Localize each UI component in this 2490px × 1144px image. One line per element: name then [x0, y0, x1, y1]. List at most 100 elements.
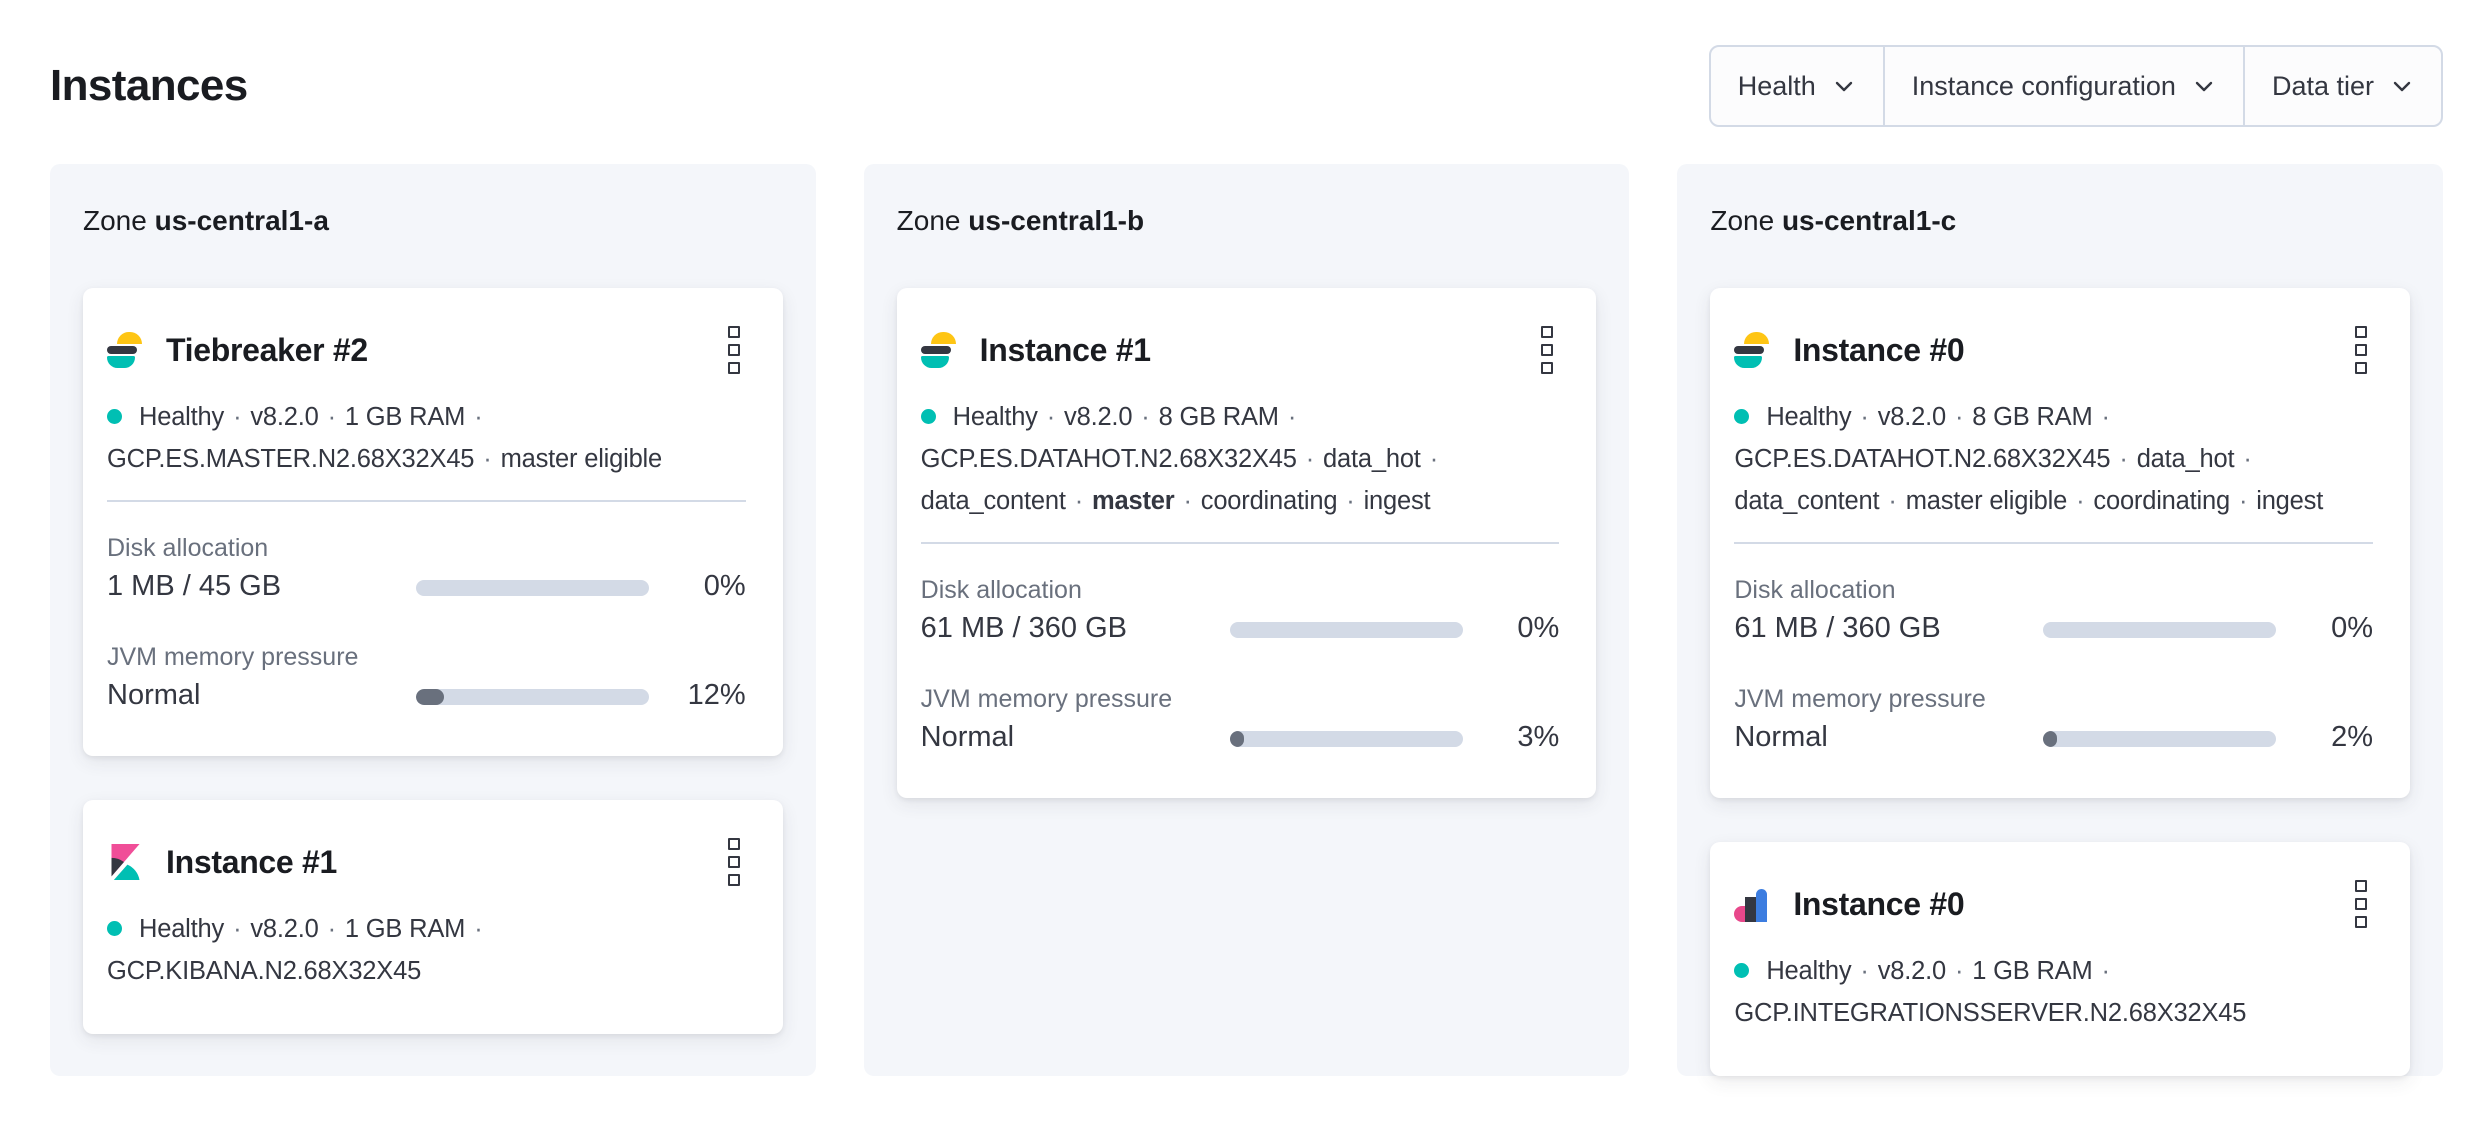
boxes-vertical-icon: [727, 856, 740, 868]
card-title-row: Tiebreaker #2: [107, 322, 746, 378]
metric-percent: 3%: [1517, 721, 1560, 753]
metric-percent: 0%: [1517, 612, 1560, 644]
status-segment: data_hot: [2136, 445, 2235, 473]
boxes-vertical-icon: [1541, 326, 1554, 338]
filter-group: Health Instance configuration Data tier: [1708, 45, 2443, 127]
metric-left: JVM memory pressure Normal: [921, 683, 1230, 756]
separator: ·: [1429, 445, 1438, 473]
status-line: data_content · master eligible · coordinatin…: [1734, 480, 2373, 522]
metric-value: 61 MB / 360 GB: [920, 612, 1127, 644]
filter-data-tier[interactable]: Data tier: [2242, 47, 2441, 125]
separator: ·: [233, 915, 242, 943]
filter-instance-configuration-label: Instance configuration: [1911, 70, 2176, 101]
metric-percent: 0%: [703, 570, 746, 602]
instance-card: Instance #1 Healthy · v8.2.0 · 8 GB RAM · GCP.E…: [896, 288, 1597, 798]
instance-menu-button[interactable]: [2349, 876, 2373, 932]
filter-instance-configuration[interactable]: Instance configuration: [1882, 47, 2243, 125]
status-segment: 1 GB RAM: [344, 915, 466, 943]
status-segment: master: [1092, 487, 1175, 515]
health-dot-icon: [1734, 963, 1750, 978]
progress-bar: [2043, 731, 2277, 747]
metric-value: Normal: [107, 679, 201, 711]
status-line: data_content · master · coordinating · ingest: [921, 480, 1560, 522]
zone-cards: Tiebreaker #2 Healthy · v8.2.0 · 1 GB RAM · GCP…: [83, 288, 783, 1034]
instance-card: Instance #0 Healthy · v8.2.0 · 1 GB RAM · GCP.I…: [1710, 842, 2411, 1076]
status-segment: Healthy: [952, 403, 1038, 431]
instance-title: Instance #0: [1793, 885, 1965, 922]
progress-bar: [1229, 622, 1463, 638]
separator: ·: [2119, 445, 2128, 473]
boxes-vertical-icon: [727, 838, 740, 850]
card-title-row: Instance #0: [1734, 876, 2373, 932]
instance-menu-button[interactable]: [722, 834, 746, 890]
boxes-vertical-icon: [1541, 344, 1554, 356]
status-segment: data_content: [920, 487, 1066, 515]
metric-label: JVM memory pressure: [1734, 685, 1986, 713]
boxes-vertical-icon: [2355, 344, 2368, 356]
status-segment: v8.2.0: [1877, 403, 1946, 431]
page-header: Instances Health Instance configuration …: [50, 42, 2443, 130]
status-segment: GCP.KIBANA.N2.68X32X45: [107, 957, 422, 985]
progress-bar-fill: [416, 689, 444, 705]
card-divider: [1734, 542, 2374, 544]
metric-percent: 0%: [2331, 612, 2374, 644]
card-divider: [920, 542, 1560, 544]
status-segment: 8 GB RAM: [1158, 403, 1279, 431]
zone-name: us-central1-a: [154, 205, 329, 236]
metric-row: JVM memory pressure Normal 12%: [107, 641, 746, 714]
instance-menu-button[interactable]: [1535, 322, 1559, 378]
metric-left: Disk allocation 61 MB / 360 GB: [1734, 574, 2043, 647]
card-divider: [107, 500, 746, 502]
metric-row: Disk allocation 1 MB / 45 GB 0%: [107, 532, 746, 605]
status-line: Healthy · v8.2.0 · 8 GB RAM ·: [1734, 396, 2373, 438]
filter-health[interactable]: Health: [1711, 47, 1883, 125]
zone-header: Zone us-central1-c: [1710, 205, 1957, 236]
status-line: GCP.KIBANA.N2.68X32X45: [107, 950, 746, 992]
separator: ·: [1954, 957, 1964, 985]
zone-header: Zone us-central1-a: [83, 205, 329, 236]
metric-label: JVM memory pressure: [920, 685, 1173, 713]
status-line: Healthy · v8.2.0 · 1 GB RAM ·: [1734, 950, 2373, 992]
boxes-vertical-icon: [727, 362, 740, 374]
elasticsearch-logo-icon: [920, 332, 959, 368]
progress-bar-fill: [2043, 731, 2058, 747]
zone-panel-us-central1-b: Zone us-central1-b Instance #1 Healthy · v8…: [863, 164, 1630, 1076]
status-segment: 1 GB RAM: [1972, 957, 2093, 985]
boxes-vertical-icon: [2355, 898, 2368, 910]
health-dot-icon: [107, 409, 122, 424]
boxes-vertical-icon: [2355, 916, 2368, 928]
status-segment: Healthy: [1766, 957, 1852, 985]
separator: ·: [1860, 957, 1869, 985]
boxes-vertical-icon: [727, 326, 740, 338]
status-line: GCP.ES.DATAHOT.N2.68X32X45 · data_hot ·: [921, 438, 1560, 480]
status-line: Healthy · v8.2.0 · 1 GB RAM ·: [107, 396, 746, 438]
status-segment: coordinating: [1200, 487, 1338, 515]
zone-cards: Instance #1 Healthy · v8.2.0 · 8 GB RAM · GCP.E…: [896, 288, 1597, 798]
separator: ·: [1888, 487, 1897, 515]
status-segment: GCP.ES.MASTER.N2.68X32X45: [107, 445, 475, 473]
metric-row: Disk allocation 61 MB / 360 GB 0%: [921, 574, 1560, 647]
separator: ·: [233, 403, 242, 431]
instance-menu-button[interactable]: [2349, 322, 2373, 378]
elasticsearch-logo-icon: [1734, 332, 1772, 368]
separator: ·: [2076, 487, 2085, 515]
separator: ·: [474, 915, 483, 943]
separator: ·: [2101, 957, 2110, 985]
card-title-row: Instance #1: [920, 322, 1560, 378]
instance-title: Instance #0: [1793, 331, 1965, 368]
status-line: Healthy · v8.2.0 · 1 GB RAM ·: [107, 908, 746, 950]
status-segment: 8 GB RAM: [1972, 403, 2093, 431]
metrics-section: Disk allocation 61 MB / 360 GB 0% JVM memor…: [1734, 574, 2373, 756]
separator: ·: [1183, 487, 1192, 515]
chevron-down-icon: [2195, 81, 2213, 92]
instance-menu-button[interactable]: [722, 322, 746, 378]
status-segment: GCP.ES.DATAHOT.N2.68X32X45: [920, 445, 1297, 473]
status-line: GCP.ES.DATAHOT.N2.68X32X45 · data_hot ·: [1734, 438, 2373, 480]
metric-value: 61 MB / 360 GB: [1734, 612, 1941, 644]
separator: ·: [1046, 403, 1056, 431]
status-segment: v8.2.0: [1064, 403, 1133, 431]
metric-value: Normal: [1734, 721, 1828, 753]
card-title-row: Instance #0: [1734, 322, 2373, 378]
filter-data-tier-label: Data tier: [2271, 70, 2374, 101]
separator: ·: [1954, 403, 1964, 431]
